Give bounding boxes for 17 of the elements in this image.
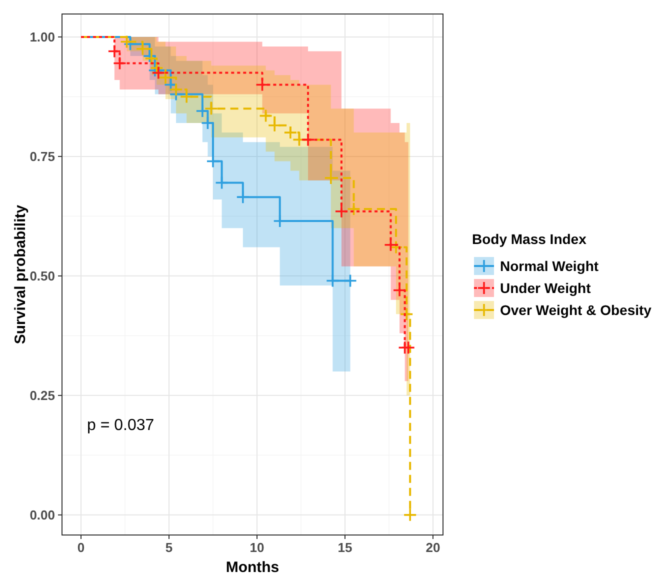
x-tick-label: 5	[165, 540, 173, 555]
y-tick-label: 1.00	[30, 29, 55, 44]
legend-label: Normal Weight	[500, 258, 599, 274]
x-tick-label: 0	[77, 540, 85, 555]
x-tick-label: 15	[338, 540, 352, 555]
y-tick-label: 0.75	[30, 148, 55, 164]
legend-label: Over Weight & Obesity	[500, 302, 652, 318]
x-axis-title: Months	[226, 559, 280, 576]
y-tick-label: 0.00	[30, 507, 55, 522]
y-tick-label: 0.25	[30, 388, 55, 403]
y-tick-label: 0.50	[30, 268, 55, 284]
x-tick-label: 20	[426, 540, 440, 555]
x-tick-label: 10	[250, 540, 264, 555]
legend-label: Under Weight	[500, 280, 592, 296]
legend-title: Body Mass Index	[472, 231, 587, 247]
y-axis-title: Survival probability	[12, 204, 29, 344]
annotation: p = 0.037	[87, 417, 154, 434]
